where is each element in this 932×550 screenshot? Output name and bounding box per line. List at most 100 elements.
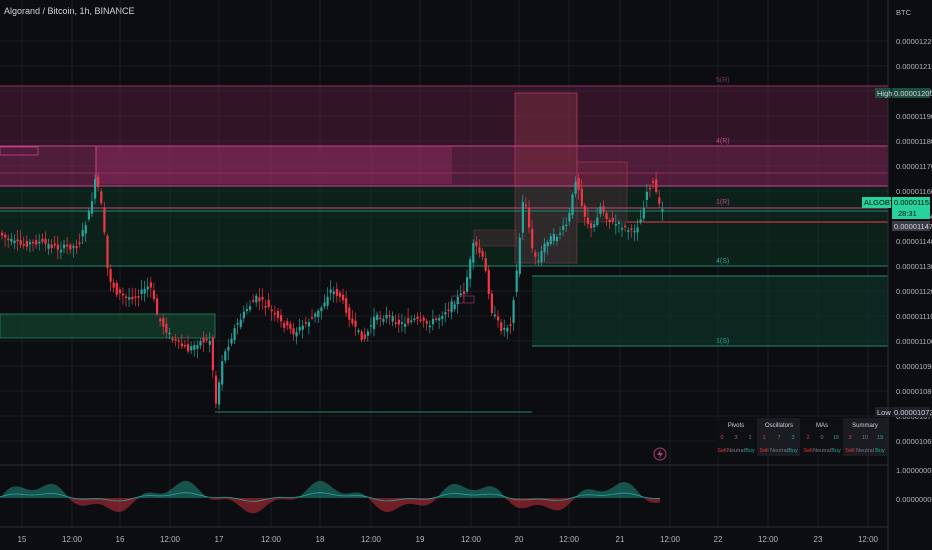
- candle-bear: [66, 244, 69, 247]
- price-tick: 0.00001210: [896, 62, 932, 71]
- osc-tick-1: 1.00000000: [896, 466, 932, 475]
- candle-bear: [422, 317, 425, 321]
- candle-bear: [174, 339, 177, 341]
- candle-bear: [658, 197, 661, 204]
- candle-bull: [438, 317, 441, 321]
- candle-bull: [385, 315, 388, 319]
- time-label: 23: [814, 535, 823, 544]
- candle-bear: [134, 296, 137, 298]
- candle-bull: [410, 320, 413, 322]
- candle-bear: [159, 318, 162, 322]
- candle-bear: [32, 241, 35, 244]
- candle-bear: [22, 244, 25, 246]
- candle-bear: [1, 232, 4, 236]
- candle-bull: [596, 217, 599, 225]
- candle-bull: [323, 302, 326, 307]
- table-count: 0: [720, 435, 723, 441]
- price-tick: 0.00001220: [896, 37, 932, 46]
- table-count: 7: [777, 435, 780, 441]
- candle-bear: [75, 246, 78, 249]
- axis-currency: BTC: [896, 8, 912, 17]
- resistance-zones: [0, 86, 888, 304]
- candle-bear: [602, 206, 605, 213]
- candle-bull: [239, 319, 242, 327]
- candle-bear: [4, 234, 7, 238]
- price-tick: 0.00001170: [896, 162, 932, 171]
- table-count: 3: [734, 435, 737, 441]
- table-count: 3: [791, 435, 794, 441]
- candle-bull: [326, 296, 329, 306]
- time-label: 17: [215, 535, 224, 544]
- table-signal: Neutral: [770, 448, 788, 454]
- candle-bear: [590, 223, 593, 229]
- candle-bull: [140, 289, 143, 294]
- candle-bear: [580, 188, 583, 206]
- candle-bear: [435, 318, 438, 320]
- lightning-icon[interactable]: [653, 447, 667, 461]
- candle-bear: [497, 316, 500, 321]
- candle-bear: [335, 288, 338, 296]
- candle-bear: [202, 337, 205, 343]
- candle-bull: [614, 223, 617, 226]
- candle-bull: [81, 230, 84, 237]
- candle-bull: [515, 270, 518, 293]
- candle-bear: [338, 292, 342, 297]
- candle-bull: [227, 346, 230, 351]
- osc-tick-0: 0.00000000: [896, 495, 932, 504]
- candle-bull: [574, 181, 577, 194]
- table-signal: Neutral: [727, 448, 745, 454]
- candle-bear: [379, 317, 382, 320]
- candle-bear: [481, 250, 484, 257]
- candle-bull: [196, 345, 199, 349]
- candle-bull: [224, 351, 227, 361]
- candle-bear: [187, 344, 190, 352]
- candle-bear: [397, 319, 400, 325]
- time-label: 12:00: [758, 535, 779, 544]
- prev-price-tag: 0.00001147: [892, 221, 932, 231]
- price-tick: 0.00001100: [896, 337, 932, 346]
- candle-bear: [214, 375, 218, 404]
- candle-bull: [208, 340, 211, 345]
- candle-bull: [357, 330, 360, 332]
- candle-bull: [493, 314, 497, 317]
- candle-bull: [552, 233, 555, 241]
- candle-bull: [366, 331, 369, 336]
- candle-bull: [617, 222, 621, 224]
- table-signal: Neutral: [813, 448, 831, 454]
- candle-bear: [360, 331, 363, 341]
- candle-bear: [280, 315, 283, 322]
- candle-bear: [162, 318, 165, 327]
- candle-bear: [252, 300, 255, 302]
- candle-bear: [103, 207, 106, 233]
- candle-bear: [586, 217, 590, 225]
- oscillator-pane: [0, 480, 661, 514]
- price-tick: 0.00001120: [896, 287, 932, 296]
- candle-bull: [369, 325, 373, 327]
- candle-bear: [261, 297, 264, 300]
- candle-bear: [44, 238, 47, 244]
- candle-bear: [605, 213, 608, 220]
- candle-bull: [559, 233, 562, 235]
- table-count: 19: [877, 435, 883, 441]
- candle-bull: [459, 293, 462, 295]
- candle-bear: [183, 344, 187, 347]
- candle-bull: [245, 309, 249, 311]
- candle-bull: [431, 318, 435, 325]
- candle-bull: [645, 191, 648, 200]
- candle-bull: [441, 316, 444, 319]
- table-signal: Buy: [831, 448, 841, 454]
- candle-bear: [652, 181, 655, 183]
- candle-bear: [273, 312, 276, 315]
- candle-bull: [28, 242, 32, 245]
- candle-bull: [298, 327, 301, 331]
- candle-bull: [168, 332, 171, 335]
- candle-bull: [329, 289, 332, 293]
- candle-bull: [456, 296, 459, 305]
- candle-bull: [221, 361, 224, 385]
- time-label: 12:00: [261, 535, 282, 544]
- candle-bear: [363, 334, 366, 339]
- price-tick: 0.00001090: [896, 362, 932, 371]
- level-label-5r: 5(R): [716, 77, 730, 84]
- symbol-tag: ALGOBTC: [864, 198, 900, 207]
